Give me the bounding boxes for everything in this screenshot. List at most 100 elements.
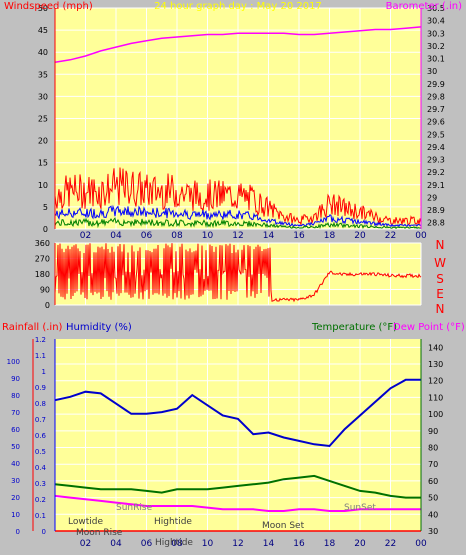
x-tick-bottom: 14 [263, 539, 275, 549]
y-tick-barometer: 29.7 [427, 105, 445, 114]
x-tick-top: 06 [141, 231, 153, 241]
y-tick-temperature: 140 [428, 343, 443, 352]
annotation-sunset: SunSet [344, 503, 376, 513]
y-tick-barometer: 30.4 [427, 17, 445, 26]
annotation-hightide-2: Hightide [155, 538, 193, 548]
x-tick-top: 20 [354, 231, 366, 241]
axes [32, 8, 422, 531]
y-tick-rainfall: 0.4 [35, 464, 47, 472]
x-tick-bottom: 08 [171, 539, 183, 549]
y-tick-windspeed: 0 [43, 225, 48, 234]
direction-label-n-bottom: N [436, 302, 445, 316]
x-tick-bottom: 20 [354, 539, 366, 549]
y-tick-temperature: 60 [428, 477, 438, 486]
y-tick-rainfall: 0.6 [35, 432, 47, 440]
x-tick-bottom: 02 [80, 539, 91, 549]
x-tick-bottom: 00 [415, 539, 427, 549]
y-tick-temperature: 120 [428, 377, 443, 386]
tick-labels: 0202040406060808101012121414161618182020… [7, 4, 445, 549]
x-tick-bottom: 22 [385, 539, 396, 549]
y-tick-temperature: 80 [428, 444, 438, 453]
y-tick-barometer: 29.2 [427, 168, 445, 177]
y-tick-temperature: 90 [428, 427, 438, 436]
y-tick-barometer: 29.9 [427, 80, 445, 89]
y-tick-barometer: 29.8 [427, 92, 445, 101]
y-tick-humidity: 50 [11, 443, 20, 451]
y-tick-windspeed: 30 [38, 92, 48, 101]
x-tick-top: 16 [293, 231, 305, 241]
x-tick-top: 18 [324, 231, 336, 241]
y-tick-barometer: 30.3 [427, 29, 445, 38]
y-tick-humidity: 70 [11, 409, 20, 417]
y-tick-barometer: 29 [427, 193, 437, 202]
y-tick-barometer: 30.5 [427, 4, 445, 13]
barometer-title: Barometer (.in) [386, 1, 462, 12]
annotation-lowtide: Lowtide [68, 517, 103, 527]
y-tick-direction: 0 [45, 301, 50, 310]
y-tick-humidity: 30 [11, 477, 20, 485]
windspeed-line [54, 167, 422, 226]
y-tick-temperature: 30 [428, 527, 438, 536]
y-tick-temperature: 70 [428, 460, 438, 469]
grid [55, 7, 422, 532]
y-tick-barometer: 29.3 [427, 156, 445, 165]
x-tick-bottom: 04 [110, 539, 122, 549]
y-tick-windspeed: 15 [38, 159, 48, 168]
y-tick-direction: 180 [35, 270, 50, 279]
x-tick-top: 02 [80, 231, 91, 241]
x-tick-top: 00 [415, 231, 427, 241]
windspeed-title: Windspeed (mph) [4, 1, 93, 12]
y-tick-barometer: 28.9 [427, 206, 445, 215]
temperature-line [54, 474, 421, 499]
y-tick-direction: 270 [35, 255, 50, 264]
y-tick-barometer: 29.4 [427, 143, 445, 152]
x-tick-bottom: 18 [324, 539, 336, 549]
y-tick-windspeed: 20 [38, 137, 48, 146]
y-tick-humidity: 0 [16, 528, 20, 536]
y-tick-temperature: 110 [428, 393, 443, 402]
y-tick-windspeed: 5 [43, 203, 48, 212]
x-tick-top: 08 [171, 231, 183, 241]
x-tick-top: 12 [232, 231, 243, 241]
y-tick-humidity: 60 [11, 426, 20, 434]
x-tick-bottom: 06 [141, 539, 153, 549]
annotation-moonset: Moon Set [262, 521, 305, 531]
y-tick-windspeed: 10 [38, 181, 48, 190]
chart-title: 24 hour graph day : May 20 2017 [154, 1, 322, 12]
y-tick-rainfall: 0.1 [35, 512, 46, 520]
y-tick-rainfall: 0.2 [35, 496, 46, 504]
barometer-line [54, 26, 422, 64]
y-tick-humidity: 20 [11, 494, 20, 502]
direction-label-w: W [434, 256, 446, 270]
x-tick-bottom: 12 [232, 539, 243, 549]
humidity-line [54, 378, 421, 448]
y-tick-rainfall: 0.9 [35, 384, 46, 392]
y-tick-barometer: 28.8 [427, 219, 445, 228]
y-tick-barometer: 30 [427, 67, 437, 76]
wind-low-line [54, 217, 422, 230]
rainfall-title: Rainfall (.in) [2, 322, 63, 333]
x-tick-bottom: 10 [202, 539, 214, 549]
wind-average-line [54, 204, 421, 228]
x-tick-bottom: 16 [293, 539, 305, 549]
y-tick-rainfall: 0 [42, 528, 46, 536]
y-tick-humidity: 80 [11, 392, 20, 400]
y-tick-humidity: 40 [11, 460, 20, 468]
y-tick-rainfall: 0.7 [35, 416, 46, 424]
y-tick-rainfall: 0.5 [35, 448, 46, 456]
humidity-title: Humidity (%) [66, 322, 132, 333]
y-tick-windspeed: 45 [38, 26, 48, 35]
annotation-sunrise: SunRise [116, 503, 153, 513]
y-tick-windspeed: 35 [38, 70, 48, 79]
annotation-moonrise: Moon Rise [76, 528, 123, 538]
annotation-hightide-1: Hightide [154, 517, 192, 527]
y-tick-rainfall: 1.1 [35, 352, 46, 360]
x-tick-top: 14 [263, 231, 275, 241]
y-tick-rainfall: 1 [42, 368, 46, 376]
y-tick-windspeed: 50 [38, 4, 48, 13]
dewpoint-line [54, 494, 421, 512]
y-tick-humidity: 100 [7, 358, 20, 366]
y-tick-temperature: 130 [428, 360, 443, 369]
y-tick-windspeed: 40 [38, 48, 48, 57]
